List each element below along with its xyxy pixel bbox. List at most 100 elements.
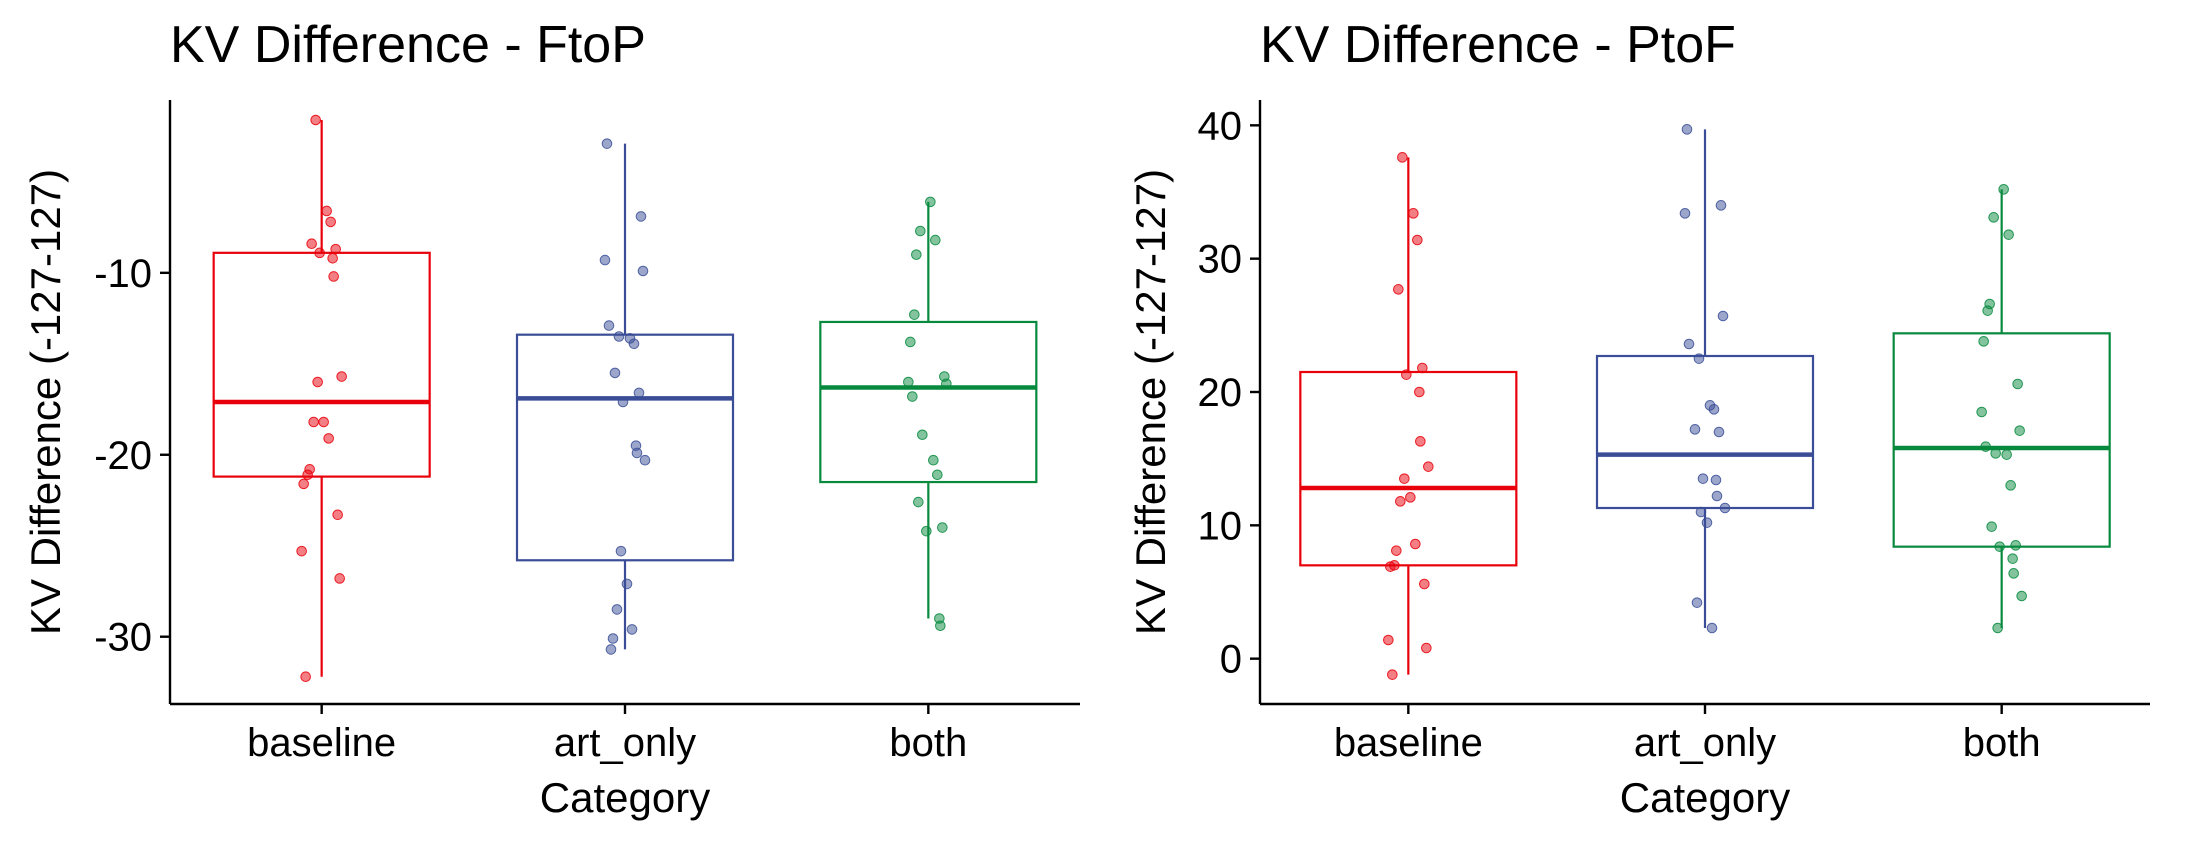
data-point <box>302 469 313 481</box>
box-art_only <box>515 143 735 650</box>
data-point <box>296 545 307 557</box>
data-point <box>318 416 329 428</box>
data-point <box>1393 284 1404 295</box>
data-point <box>1976 406 1987 418</box>
data-point <box>1414 386 1425 398</box>
data-point <box>1717 310 1729 322</box>
data-point <box>1713 426 1725 438</box>
data-point <box>1994 541 2005 552</box>
data-point <box>601 138 613 149</box>
data-point <box>1998 184 2009 195</box>
data-point <box>635 211 647 222</box>
data-point <box>626 624 638 635</box>
x-tick-label-baseline: baseline <box>247 721 396 765</box>
chart-panel-2: KV Difference - PtoF 0 10 20 30 40 baseline art… <box>1127 16 2150 821</box>
data-point <box>336 371 347 382</box>
data-point <box>300 671 311 683</box>
data-point <box>909 309 920 320</box>
data-point <box>903 376 914 388</box>
data-point <box>1689 424 1701 435</box>
data-point <box>930 234 941 246</box>
data-point <box>1988 212 1999 223</box>
data-point <box>1417 362 1428 374</box>
data-point <box>1399 473 1410 484</box>
data-point <box>935 620 946 632</box>
y-tick-label: 0 <box>1220 638 1242 682</box>
x-tick-label-art_only: art_only <box>1634 721 1776 765</box>
data-point <box>1683 338 1695 350</box>
data-point <box>2008 568 2019 579</box>
data-point <box>328 271 339 282</box>
box-both <box>1892 189 2111 628</box>
data-point <box>628 338 640 350</box>
data-point <box>2014 425 2025 436</box>
data-point <box>2003 229 2014 240</box>
y-axis-title: KV Difference (-127-127) <box>1127 169 1174 635</box>
data-point <box>631 447 643 459</box>
data-point <box>928 454 939 466</box>
data-point <box>1986 521 1997 532</box>
x-tick-label-both: both <box>889 721 967 765</box>
data-point <box>921 525 932 537</box>
data-point <box>2010 540 2021 551</box>
y-tick-label: 30 <box>1198 238 1243 282</box>
data-point <box>925 196 936 208</box>
data-point <box>613 331 625 342</box>
data-point <box>609 367 621 379</box>
data-point <box>2001 449 2012 460</box>
data-point <box>1408 208 1419 219</box>
box-iqr <box>1892 332 2111 548</box>
data-point <box>905 336 916 348</box>
data-point <box>327 252 338 264</box>
data-point <box>1697 473 1709 484</box>
box-iqr <box>819 320 1038 484</box>
data-point <box>907 391 918 402</box>
box-iqr <box>1595 354 1815 510</box>
chart-title: KV Difference - PtoF <box>1260 16 1736 74</box>
data-point <box>334 573 345 584</box>
box-iqr <box>1299 370 1518 567</box>
x-tick-label-both: both <box>1963 721 2041 765</box>
box-iqr <box>515 333 735 562</box>
box-baseline <box>212 120 431 677</box>
data-point <box>605 644 617 655</box>
data-point <box>603 320 615 331</box>
data-point <box>637 265 649 277</box>
data-point <box>1706 622 1718 634</box>
data-point <box>937 522 948 533</box>
x-axis-title: Category <box>1620 774 1790 821</box>
data-point <box>617 396 629 408</box>
data-point <box>639 454 651 466</box>
data-point <box>615 545 627 557</box>
data-point <box>310 114 321 126</box>
y-tick-label: -20 <box>94 434 152 478</box>
data-point <box>621 578 633 590</box>
data-point <box>1693 353 1705 364</box>
data-point <box>1691 597 1703 608</box>
data-point <box>1679 208 1691 219</box>
data-point <box>1719 502 1731 514</box>
data-point <box>913 496 924 508</box>
data-point <box>941 378 952 390</box>
data-point <box>607 633 619 644</box>
data-point <box>917 429 928 441</box>
data-point <box>1387 669 1398 680</box>
data-point <box>1701 517 1713 528</box>
data-point <box>330 243 341 255</box>
data-point <box>325 216 336 228</box>
data-point <box>312 376 323 388</box>
data-point <box>314 247 325 259</box>
box-both <box>819 201 1038 619</box>
data-point <box>1695 506 1707 518</box>
data-point <box>1419 578 1430 590</box>
data-point <box>1978 336 1989 347</box>
y-tick-label: -30 <box>94 616 152 660</box>
data-point <box>1383 634 1394 646</box>
data-point <box>611 604 623 615</box>
data-point <box>1421 642 1432 654</box>
data-point <box>1405 492 1416 503</box>
data-point <box>932 469 943 481</box>
data-point <box>2012 378 2023 390</box>
